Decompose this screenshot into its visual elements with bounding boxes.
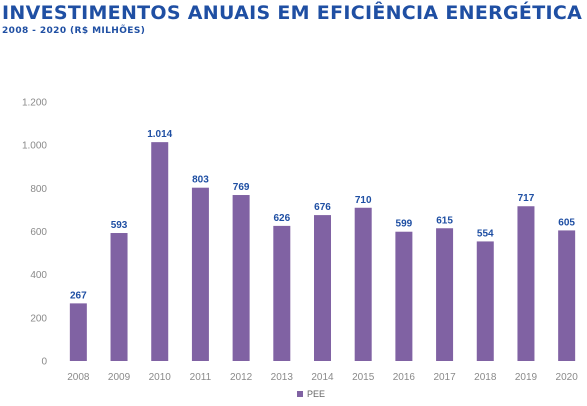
x-tick-label: 2014 <box>311 372 334 383</box>
y-tick-label: 1.200 <box>22 98 47 109</box>
y-tick-label: 1.000 <box>22 141 47 152</box>
x-tick-label: 2019 <box>515 372 538 383</box>
data-label: 626 <box>273 213 290 224</box>
bar <box>314 215 331 361</box>
data-label: 1.014 <box>147 129 172 140</box>
bar <box>69 303 87 361</box>
chart-title: INVESTIMENTOS ANUAIS EM EFICIÊNCIA ENERG… <box>2 2 583 24</box>
data-label: 593 <box>111 220 128 231</box>
x-tick-label: 2020 <box>556 372 579 383</box>
x-axis: 2008 2009 2010 2011 2012 2013 2014 2015 2016 2017… <box>67 372 578 383</box>
bar <box>395 231 413 361</box>
data-label: 599 <box>396 219 413 230</box>
data-label: 615 <box>436 215 453 226</box>
data-labels: 267 593 1.014 803 769 626 676 710 599 615 554 717 60… <box>70 129 575 301</box>
bar <box>517 206 535 361</box>
legend-label: PEE <box>307 389 325 399</box>
bar <box>232 195 250 361</box>
bar <box>436 228 454 361</box>
x-tick-label: 2012 <box>230 372 253 383</box>
bar <box>476 241 494 361</box>
x-tick-label: 2009 <box>108 372 131 383</box>
y-tick-label: 600 <box>30 227 47 238</box>
y-tick-label: 0 <box>41 357 47 368</box>
y-tick-label: 800 <box>30 184 47 195</box>
data-label: 717 <box>518 193 535 204</box>
x-tick-label: 2010 <box>149 372 172 383</box>
data-label: 605 <box>558 217 575 228</box>
bar <box>558 230 576 361</box>
data-label: 710 <box>355 195 372 206</box>
x-tick-label: 2015 <box>352 372 375 383</box>
bar <box>151 142 169 361</box>
chart-subtitle: 2008 - 2020 (R$ MILHÕES) <box>2 26 146 36</box>
x-tick-label: 2016 <box>393 372 416 383</box>
y-tick-label: 400 <box>30 270 47 281</box>
data-label: 769 <box>233 182 250 193</box>
x-tick-label: 2013 <box>271 372 294 383</box>
data-label: 803 <box>192 175 209 186</box>
legend-swatch <box>297 391 303 397</box>
x-tick-label: 2008 <box>67 372 90 383</box>
y-axis: 0 200 400 600 800 1.000 1.200 <box>22 98 47 368</box>
data-label: 676 <box>314 202 331 213</box>
x-tick-label: 2011 <box>190 372 212 383</box>
data-label: 267 <box>70 290 87 301</box>
legend: PEE <box>297 389 325 399</box>
x-tick-label: 2018 <box>474 372 497 383</box>
bar <box>191 187 209 361</box>
bar <box>273 225 291 361</box>
bars <box>69 142 576 361</box>
y-tick-label: 200 <box>30 313 47 324</box>
data-label: 554 <box>477 228 494 239</box>
bar <box>110 233 128 361</box>
x-tick-label: 2017 <box>433 372 456 383</box>
bar <box>354 207 372 361</box>
